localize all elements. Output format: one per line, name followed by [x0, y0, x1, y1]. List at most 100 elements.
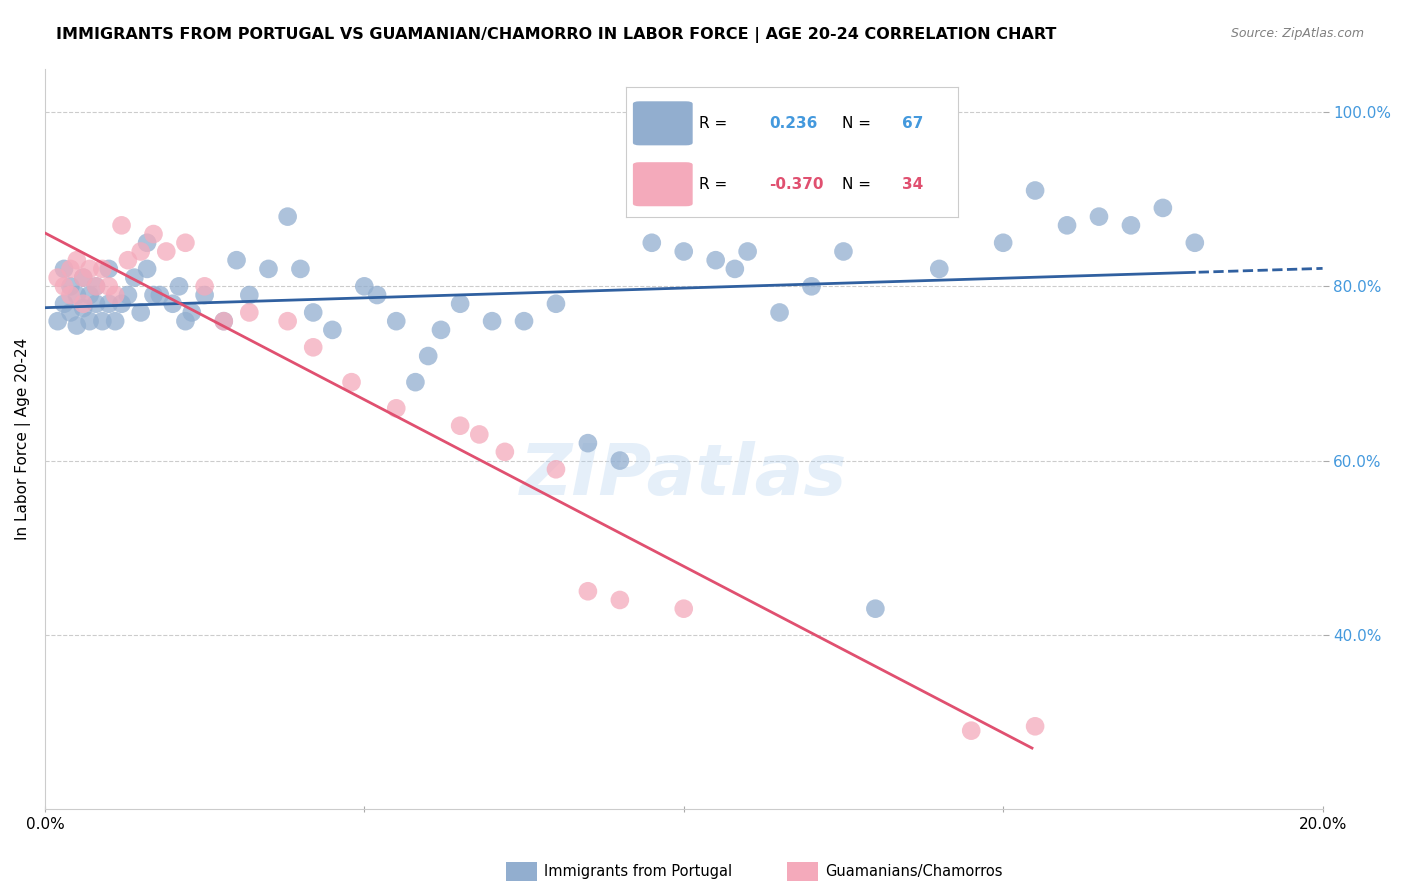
Point [59, 305, 82, 319]
Point [672, 601, 695, 615]
Text: Guamanians/Chamorros: Guamanians/Chamorros [825, 864, 1002, 879]
Point [641, 235, 664, 250]
Point [162, 297, 184, 311]
Point [46, 270, 69, 285]
Point [129, 305, 152, 319]
Point [576, 584, 599, 599]
Point [212, 314, 235, 328]
Point [672, 244, 695, 259]
Point [513, 314, 536, 328]
Point [1088, 210, 1111, 224]
Point [1056, 219, 1078, 233]
Text: Immigrants from Portugal: Immigrants from Portugal [544, 864, 733, 879]
Point [129, 244, 152, 259]
Point [1119, 219, 1142, 233]
Point [53, 261, 76, 276]
Point [302, 305, 325, 319]
Point [960, 723, 983, 738]
Point [928, 261, 950, 276]
Point [991, 235, 1014, 250]
Point [800, 279, 823, 293]
Point [290, 261, 312, 276]
Point [174, 314, 197, 328]
Point [72, 297, 94, 311]
Point [124, 270, 146, 285]
Point [468, 427, 491, 442]
Point [79, 261, 101, 276]
Point [142, 288, 165, 302]
Point [724, 261, 747, 276]
Point [72, 270, 94, 285]
Point [865, 601, 887, 615]
Point [59, 288, 82, 302]
Point [449, 297, 471, 311]
Point [53, 297, 76, 311]
Point [385, 401, 408, 416]
Point [418, 349, 440, 363]
Point [46, 314, 69, 328]
Point [59, 261, 82, 276]
Point [104, 314, 127, 328]
Point [212, 314, 235, 328]
Point [1024, 184, 1046, 198]
Point [737, 244, 759, 259]
Point [1184, 235, 1206, 250]
Point [149, 288, 172, 302]
Point [66, 288, 89, 302]
Point [79, 288, 101, 302]
Point [180, 305, 202, 319]
Point [110, 219, 132, 233]
Point [136, 235, 159, 250]
Text: IMMIGRANTS FROM PORTUGAL VS GUAMANIAN/CHAMORRO IN LABOR FORCE | AGE 20-24 CORREL: IMMIGRANTS FROM PORTUGAL VS GUAMANIAN/CH… [56, 27, 1057, 43]
Point [1152, 201, 1174, 215]
Point [174, 235, 197, 250]
Point [117, 288, 139, 302]
Point [167, 279, 190, 293]
Point [302, 340, 325, 354]
Point [277, 314, 299, 328]
Point [449, 418, 471, 433]
Point [91, 314, 114, 328]
Point [59, 279, 82, 293]
Point [832, 244, 855, 259]
Point [66, 318, 89, 333]
Point [84, 279, 107, 293]
Point [704, 253, 727, 268]
Y-axis label: In Labor Force | Age 20-24: In Labor Force | Age 20-24 [15, 338, 31, 540]
Point [142, 227, 165, 241]
Point [340, 375, 363, 389]
Point [72, 270, 94, 285]
Text: ZIPatlas: ZIPatlas [520, 442, 848, 510]
Point [53, 279, 76, 293]
Point [321, 323, 343, 337]
Point [110, 297, 132, 311]
Point [430, 323, 453, 337]
Point [84, 279, 107, 293]
Point [66, 253, 89, 268]
Point [768, 305, 790, 319]
Point [385, 314, 408, 328]
Point [194, 288, 217, 302]
Point [225, 253, 247, 268]
Point [1024, 719, 1046, 733]
Point [494, 445, 516, 459]
Point [238, 288, 260, 302]
Point [576, 436, 599, 450]
Text: Source: ZipAtlas.com: Source: ZipAtlas.com [1230, 27, 1364, 40]
Point [72, 301, 94, 315]
Point [257, 261, 280, 276]
Point [91, 261, 114, 276]
Point [194, 279, 217, 293]
Point [609, 593, 631, 607]
Point [97, 279, 120, 293]
Point [155, 244, 177, 259]
Point [117, 253, 139, 268]
Point [238, 305, 260, 319]
Point [277, 210, 299, 224]
Point [353, 279, 375, 293]
Point [79, 314, 101, 328]
Point [366, 288, 388, 302]
Point [544, 462, 567, 476]
Point [136, 261, 159, 276]
Point [84, 297, 107, 311]
